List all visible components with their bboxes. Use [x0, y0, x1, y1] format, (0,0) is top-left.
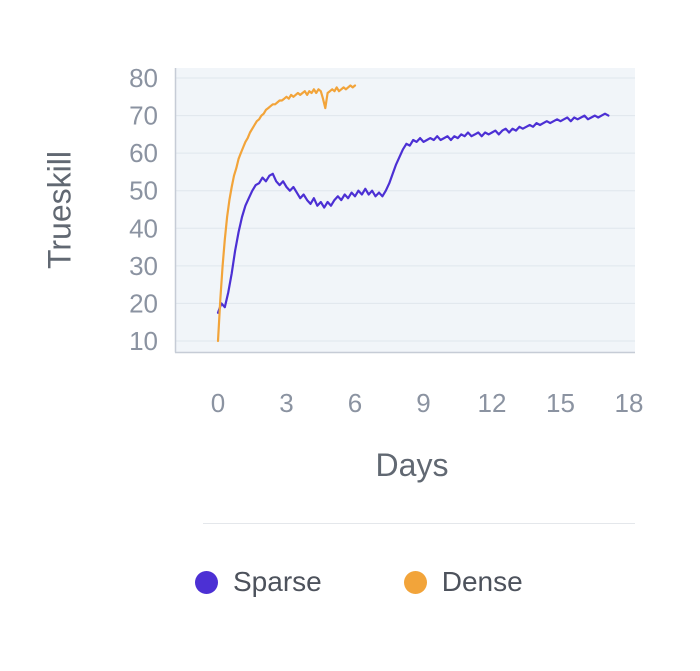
series-line-dense: [216, 84, 357, 343]
series-line-sparse: [216, 112, 610, 314]
x-tick-label: 15: [546, 388, 575, 418]
tick-layer: 10 20 30 40 50 60 70 80 0 3 6 9 12 15 18: [129, 63, 643, 418]
x-tick-label: 18: [615, 388, 644, 418]
y-tick-label: 60: [129, 138, 158, 168]
legend-dot-sparse: [195, 570, 218, 594]
grid-layer: [175, 77, 635, 342]
y-tick-label: 20: [129, 288, 158, 318]
y-axis-title: Trueskill: [41, 151, 77, 269]
legend-item-dense: Dense: [403, 566, 523, 598]
legend-label-sparse: Sparse: [233, 566, 322, 597]
x-tick-label: 3: [279, 388, 293, 418]
x-axis-title: Days: [376, 447, 449, 483]
trueskill-chart: 10 20 30 40 50 60 70 80 0 3 6 9 12 15 18 Trueskill Day…: [41, 63, 643, 483]
legend-divider: [203, 523, 635, 524]
series-layer: [216, 84, 610, 343]
x-tick-label: 12: [478, 388, 507, 418]
legend-dot-dense: [403, 570, 427, 594]
legend-item-sparse: Sparse: [195, 566, 322, 598]
x-tick-label: 9: [416, 388, 430, 418]
y-tick-label: 50: [129, 176, 158, 206]
y-tick-label: 40: [129, 213, 158, 243]
y-tick-label: 10: [129, 326, 158, 356]
legend-label-dense: Dense: [441, 566, 523, 597]
x-tick-label: 6: [348, 388, 362, 418]
y-tick-label: 70: [129, 101, 158, 131]
x-tick-label: 0: [211, 388, 225, 418]
chart-legend: Sparse Dense: [175, 566, 635, 598]
y-tick-label: 80: [129, 63, 158, 93]
y-tick-label: 30: [129, 251, 158, 281]
